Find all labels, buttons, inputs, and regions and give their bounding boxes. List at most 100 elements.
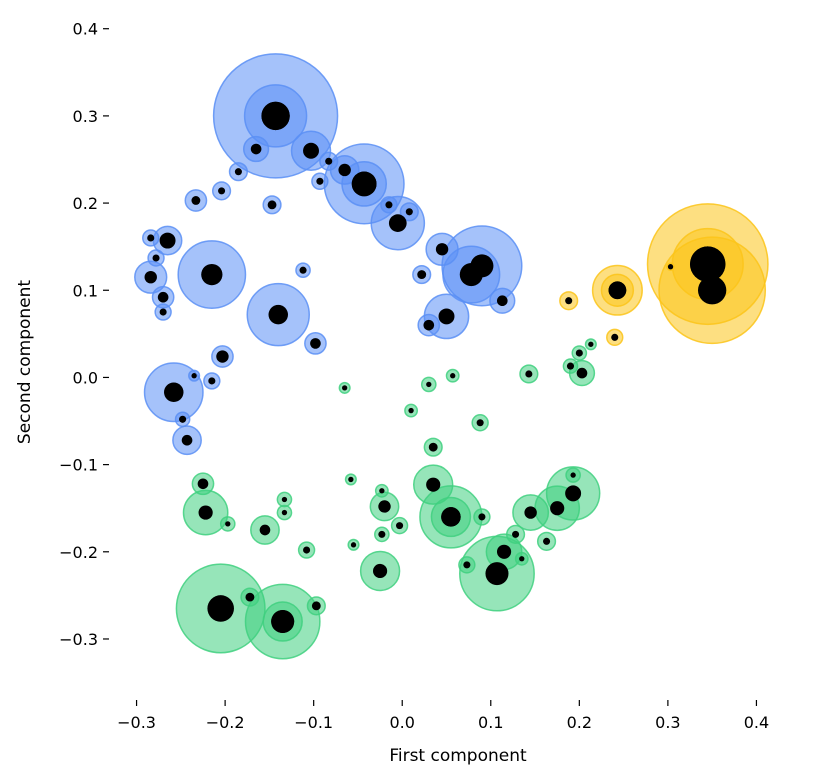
data-point-yellow bbox=[697, 276, 727, 305]
x-tick-label: 0.0 bbox=[389, 713, 414, 732]
y-tick-label: −0.1 bbox=[59, 456, 98, 475]
data-point-green bbox=[428, 442, 438, 452]
data-point-blue bbox=[216, 350, 229, 363]
data-point-green bbox=[575, 349, 583, 357]
data-point-green bbox=[311, 601, 321, 611]
y-tick-label: −0.2 bbox=[59, 543, 98, 562]
data-point-blue bbox=[157, 291, 169, 303]
data-point-green bbox=[281, 496, 288, 503]
y-tick-label: 0.0 bbox=[73, 368, 98, 387]
data-point-green bbox=[524, 506, 537, 519]
data-point-yellow bbox=[667, 264, 674, 270]
data-point-green bbox=[426, 381, 432, 388]
data-point-green bbox=[565, 485, 582, 502]
data-point-blue bbox=[234, 168, 242, 176]
data-point-blue bbox=[316, 177, 324, 185]
data-point-green bbox=[197, 478, 209, 490]
x-tick-label: −0.3 bbox=[117, 713, 156, 732]
data-point-blue bbox=[164, 382, 184, 402]
data-point-green bbox=[350, 542, 357, 548]
data-point-blue bbox=[459, 263, 483, 287]
data-point-green bbox=[348, 476, 354, 483]
data-point-blue bbox=[385, 201, 393, 209]
data-point-yellow bbox=[565, 297, 573, 305]
data-point-blue bbox=[152, 254, 160, 262]
data-point-blue bbox=[423, 319, 435, 331]
data-point-green bbox=[378, 500, 391, 513]
data-point-green bbox=[441, 507, 461, 527]
y-axis: 0.4 0.3 0.2 0.1 0.0 −0.1 −0.2 −0.3 bbox=[59, 20, 109, 649]
data-point-green bbox=[198, 505, 213, 520]
data-point-blue bbox=[191, 373, 197, 379]
data-point-blue bbox=[351, 171, 377, 197]
y-tick-label: 0.3 bbox=[73, 107, 98, 126]
data-point-green bbox=[525, 370, 533, 378]
data-point-blue bbox=[159, 308, 167, 316]
data-point-blue bbox=[268, 304, 288, 325]
data-point-blue bbox=[338, 163, 351, 177]
y-axis-label: Second component bbox=[15, 280, 35, 444]
data-point-green bbox=[408, 407, 414, 414]
data-point-green bbox=[271, 610, 295, 634]
data-point-green bbox=[519, 556, 525, 562]
data-point-blue bbox=[417, 270, 427, 279]
data-point-green bbox=[373, 563, 388, 579]
x-axis-label: First component bbox=[389, 746, 527, 766]
y-tick-label: 0.2 bbox=[73, 194, 98, 213]
data-point-blue bbox=[496, 295, 508, 307]
x-tick-label: −0.1 bbox=[294, 713, 333, 732]
y-tick-label: 0.1 bbox=[73, 281, 98, 300]
data-point-blue bbox=[261, 101, 290, 131]
data-point-blue bbox=[310, 338, 321, 349]
data-point-blue bbox=[147, 234, 155, 242]
data-point-blue bbox=[299, 266, 307, 274]
data-point-green bbox=[485, 562, 509, 586]
data-point-green bbox=[378, 530, 386, 538]
x-tick-label: 0.2 bbox=[567, 713, 592, 732]
data-point-green bbox=[245, 592, 255, 602]
x-tick-label: 0.3 bbox=[655, 713, 680, 732]
data-point-blue bbox=[325, 157, 333, 165]
data-point-green bbox=[512, 530, 520, 538]
data-point-blue bbox=[438, 308, 455, 325]
data-point-green bbox=[342, 385, 348, 391]
data-point-green bbox=[396, 522, 404, 530]
y-tick-label: −0.3 bbox=[59, 630, 98, 649]
data-point-blue bbox=[191, 196, 201, 205]
data-point-green bbox=[225, 521, 231, 527]
data-point-blue bbox=[405, 208, 413, 216]
data-point-blue bbox=[179, 415, 187, 423]
x-tick-label: 0.4 bbox=[744, 713, 769, 732]
data-point-green bbox=[426, 477, 441, 492]
data-point-green bbox=[463, 561, 471, 569]
data-point-green bbox=[259, 524, 271, 536]
data-point-green bbox=[588, 341, 594, 347]
data-point-blue bbox=[181, 434, 193, 446]
data-point-blue bbox=[208, 377, 216, 385]
data-point-green bbox=[450, 373, 456, 379]
core-layer bbox=[144, 101, 727, 634]
data-point-green bbox=[478, 513, 486, 521]
data-point-green bbox=[570, 472, 576, 478]
data-point-yellow bbox=[611, 333, 619, 341]
data-point-green bbox=[207, 595, 234, 622]
data-point-blue bbox=[435, 243, 449, 256]
data-point-blue bbox=[159, 232, 176, 249]
halo-layer bbox=[134, 53, 769, 660]
data-point-green bbox=[379, 488, 385, 494]
x-axis: −0.3 −0.2 −0.1 0.0 0.1 0.2 0.3 0.4 bbox=[117, 700, 769, 732]
data-point-green bbox=[543, 537, 551, 545]
data-point-yellow bbox=[690, 246, 726, 282]
data-point-green bbox=[303, 546, 311, 554]
data-point-green bbox=[576, 367, 588, 379]
data-point-blue bbox=[303, 142, 319, 159]
data-point-green bbox=[550, 501, 565, 516]
y-tick-label: 0.4 bbox=[73, 20, 98, 39]
data-point-blue bbox=[250, 143, 262, 155]
data-point-green bbox=[496, 544, 512, 559]
data-point-blue bbox=[267, 200, 277, 210]
data-point-blue bbox=[201, 263, 223, 286]
data-point-blue bbox=[144, 270, 157, 284]
x-tick-label: 0.1 bbox=[478, 713, 503, 732]
